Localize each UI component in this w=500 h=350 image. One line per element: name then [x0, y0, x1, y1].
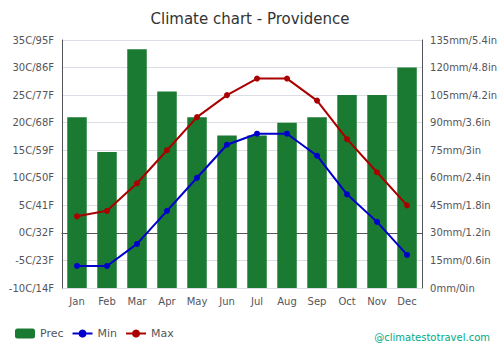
svg-text:May: May — [187, 296, 208, 307]
svg-text:30mm/1.2in: 30mm/1.2in — [430, 227, 491, 238]
svg-text:45mm/1.8in: 45mm/1.8in — [430, 200, 491, 211]
svg-text:15mm/0.6in: 15mm/0.6in — [430, 255, 491, 266]
svg-text:75mm/3in: 75mm/3in — [430, 145, 481, 156]
svg-text:135mm/5.4in: 135mm/5.4in — [430, 35, 497, 46]
svg-text:Apr: Apr — [158, 296, 176, 307]
svg-text:Jun: Jun — [218, 296, 235, 307]
svg-text:Oct: Oct — [338, 296, 355, 307]
svg-text:35C/95F: 35C/95F — [12, 35, 54, 46]
svg-text:Max: Max — [151, 327, 174, 340]
svg-text:60mm/2.4in: 60mm/2.4in — [430, 172, 491, 183]
svg-text:-5C/23F: -5C/23F — [15, 255, 54, 266]
svg-text:90mm/3.6in: 90mm/3.6in — [430, 117, 491, 128]
svg-text:-10C/14F: -10C/14F — [9, 283, 54, 294]
svg-text:Dec: Dec — [397, 296, 416, 307]
svg-text:Aug: Aug — [277, 296, 297, 307]
svg-text:Climate chart - Providence: Climate chart - Providence — [150, 10, 349, 28]
svg-text:Feb: Feb — [98, 296, 116, 307]
svg-text:Prec: Prec — [40, 327, 64, 340]
svg-text:10C/50F: 10C/50F — [12, 172, 54, 183]
svg-text:20C/68F: 20C/68F — [12, 117, 54, 128]
svg-text:120mm/4.8in: 120mm/4.8in — [430, 62, 497, 73]
svg-text:105mm/4.2in: 105mm/4.2in — [430, 90, 497, 101]
svg-text:Jul: Jul — [250, 296, 263, 307]
svg-text:Min: Min — [98, 327, 118, 340]
svg-text:@climatestotravel.com: @climatestotravel.com — [374, 332, 490, 343]
svg-text:5C/41F: 5C/41F — [19, 200, 54, 211]
svg-text:Mar: Mar — [128, 296, 148, 307]
svg-text:Jan: Jan — [68, 296, 84, 307]
svg-text:Nov: Nov — [367, 296, 387, 307]
svg-text:30C/86F: 30C/86F — [12, 62, 54, 73]
svg-text:25C/77F: 25C/77F — [12, 90, 54, 101]
svg-text:Sep: Sep — [308, 296, 327, 307]
svg-text:0mm/0in: 0mm/0in — [430, 283, 475, 294]
svg-text:15C/59F: 15C/59F — [12, 145, 54, 156]
svg-text:0C/32F: 0C/32F — [19, 227, 54, 238]
